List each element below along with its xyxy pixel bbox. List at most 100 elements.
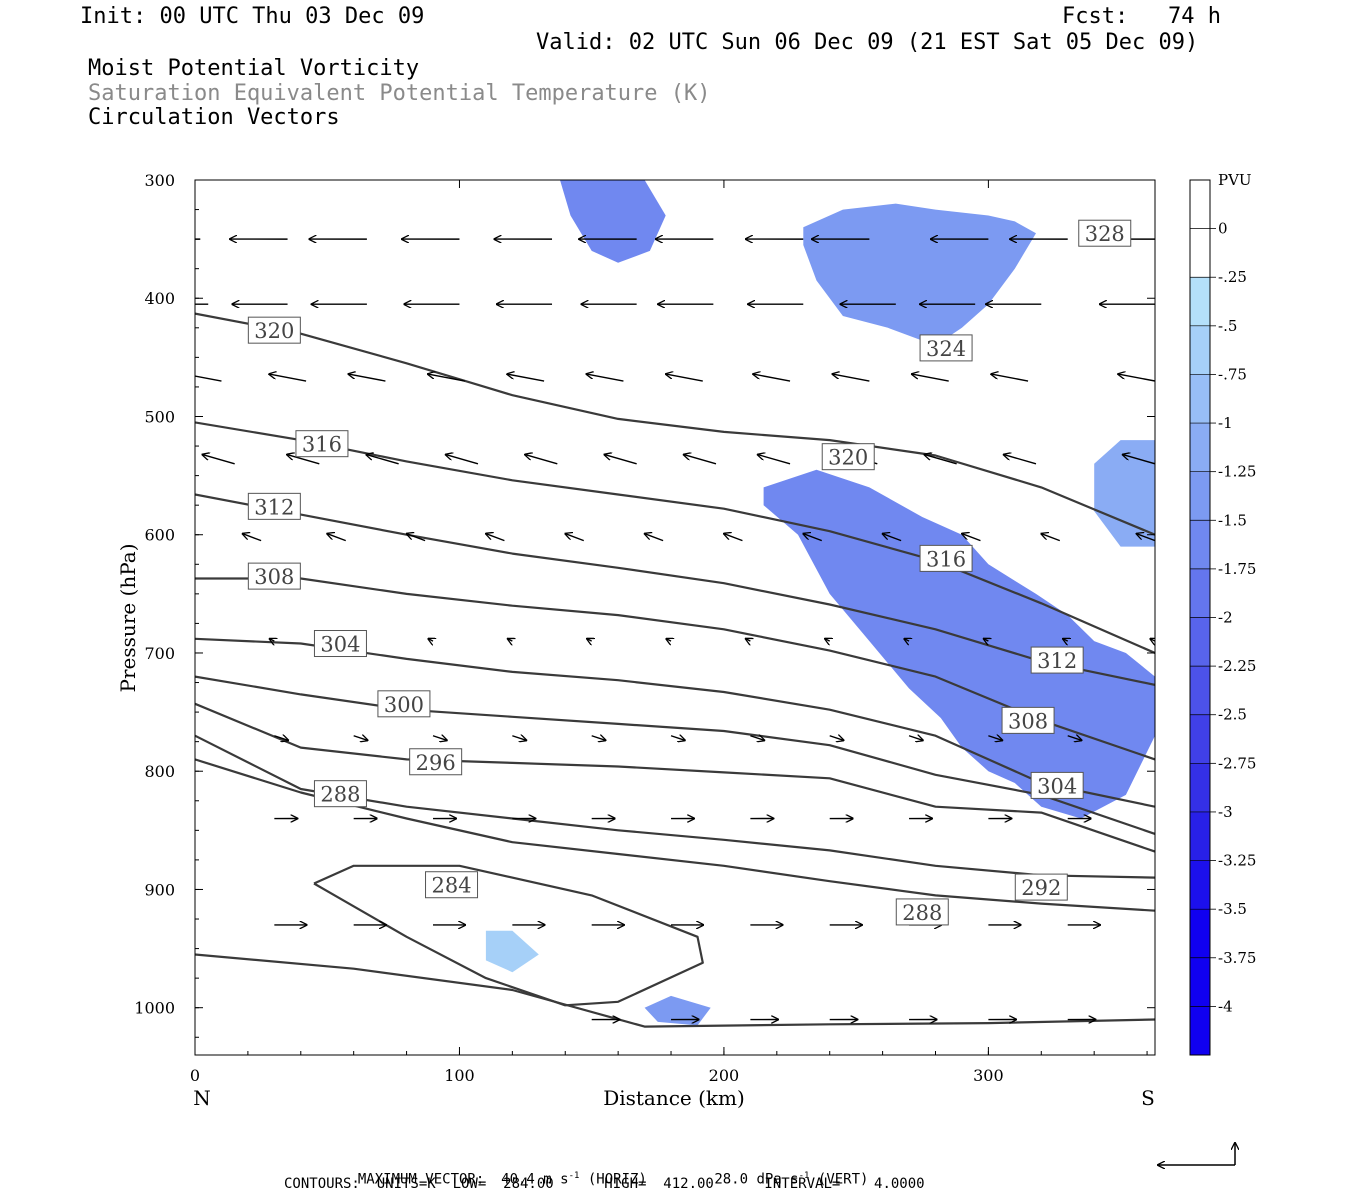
contour-label: 312: [247, 492, 301, 520]
contour-label: 284: [425, 871, 479, 899]
vector-arrow: [803, 534, 823, 542]
contour-label: 288: [313, 780, 367, 808]
contour-label: 328: [1078, 219, 1132, 247]
footer-contours: CONTOURS: UNITS=K LOW= 284.00 HIGH= 412.…: [284, 1176, 925, 1192]
vector-arrow: [908, 736, 923, 741]
contour-label-box: [247, 492, 301, 520]
contour-labels: 328 324 320 320 316 316 312 312 308 308 304 304 300 2…: [247, 219, 1132, 926]
vector-arrow: [746, 639, 751, 641]
contour-label-text: 316: [302, 433, 342, 457]
colorbar-label: -2.75: [1218, 754, 1256, 772]
contour-label: 308: [1001, 706, 1055, 734]
contour-label-text: 312: [254, 495, 294, 519]
y-tick-label: 400: [144, 289, 175, 308]
contour-label-box: [409, 748, 463, 776]
vector-arrow: [883, 534, 902, 542]
vector-arrow: [1137, 534, 1155, 542]
vector-arrow: [991, 374, 1029, 382]
colorbar-swatch: [1190, 666, 1210, 716]
vector-arrow: [587, 639, 592, 641]
colorbar-label: -.75: [1218, 365, 1247, 383]
vector-arrow: [904, 639, 909, 641]
valid-time: Valid: 02 UTC Sun 06 Dec 09 (21 EST Sat …: [536, 30, 1199, 55]
vector-arrow: [925, 455, 957, 465]
contour-label: 292: [1014, 873, 1068, 901]
vector-arrow: [407, 534, 426, 542]
contour-label-box: [1001, 706, 1055, 734]
isentrope-line: [195, 421, 1155, 655]
colorbar-swatch: [1190, 763, 1210, 813]
vert-value-text: 28.0 dPa s: [714, 1171, 799, 1188]
vector-arrow: [1154, 735, 1155, 737]
colorbar-label: -3.25: [1218, 852, 1256, 870]
colorbar-swatch: [1190, 520, 1210, 570]
contour-label-box: [377, 690, 431, 718]
plot-frame: [194, 179, 1156, 1056]
vector-arrow: [508, 639, 513, 641]
vector-arrow: [645, 534, 664, 542]
contour-label-text: 316: [926, 547, 966, 571]
colorbar-label: -1.5: [1218, 511, 1247, 529]
colorbar-swatch: [1190, 811, 1210, 861]
colorbar-swatch: [1190, 277, 1210, 327]
vector-arrow: [684, 455, 717, 465]
x-tick-label: 100: [444, 1066, 475, 1085]
contour-label: 288: [895, 898, 949, 926]
colorbar-label: -2.25: [1218, 657, 1256, 675]
y-tick-label: 1000: [134, 999, 175, 1018]
vector-arrow: [428, 639, 433, 641]
contour-label: 296: [409, 748, 463, 776]
colorbar-label: -.5: [1218, 317, 1237, 335]
vector-arrow: [1004, 455, 1037, 465]
colorbar-label: -2: [1218, 609, 1233, 627]
pv-region: [485, 930, 539, 973]
colorbar-title: PVU: [1218, 171, 1252, 189]
contour-label-text: 288: [320, 783, 360, 807]
y-tick-label: 300: [144, 171, 175, 190]
isentrope-line: [195, 577, 1155, 761]
vector-arrow: [666, 639, 671, 641]
vector-arrow: [203, 455, 235, 465]
vector-arrow: [833, 374, 870, 382]
isentrope-line: [195, 675, 1155, 835]
x-axis-label: Distance (km): [603, 1086, 745, 1110]
contour-label: 312: [1030, 646, 1084, 674]
colorbar-swatch: [1190, 471, 1210, 521]
contour-label: 316: [919, 544, 973, 572]
colorbar-label: -.25: [1218, 268, 1247, 286]
contour-label-box: [247, 316, 301, 344]
pv-region: [644, 995, 711, 1026]
colorbar-swatch: [1190, 1006, 1210, 1056]
contour-label-text: 292: [1021, 876, 1061, 900]
vector-arrow: [912, 374, 949, 382]
circulation-vectors: [195, 239, 1155, 1019]
vector-arrow: [591, 736, 606, 741]
vector-arrow: [1041, 534, 1061, 542]
vector-arrow: [1067, 736, 1082, 741]
contour-label: 324: [919, 334, 973, 362]
y-tick-label: 900: [144, 880, 175, 899]
vector-arrow: [605, 455, 637, 465]
colorbar: PVU 0 -.25 -.5 -.75 -1 -1.25 -1.5 -1.75 -2 -2.25 -2…: [1189, 171, 1256, 1056]
vector-arrow: [269, 374, 307, 382]
vert-exp: -1: [798, 1171, 810, 1181]
vector-arrow: [666, 374, 703, 382]
south-label: S: [1141, 1086, 1155, 1110]
footer-max-vector: MAXIMUM VECTOR: 40.4 m s-1 (HORIZ) 28.0 …: [341, 1158, 869, 1188]
pv-region: [803, 203, 1036, 346]
forecast-hour: Fcst: 74 h: [1062, 4, 1221, 29]
vector-arrow: [512, 736, 526, 741]
vector-arrow: [270, 639, 275, 641]
contour-label-box: [919, 334, 973, 362]
vector-arrow: [750, 736, 764, 741]
y-tick-label: 700: [144, 644, 175, 663]
colorbar-swatch: [1190, 909, 1210, 959]
x-tick-label: 0: [190, 1066, 200, 1085]
contour-label: 300: [377, 690, 431, 718]
contour-label-text: 320: [254, 319, 294, 343]
vector-arrow: [366, 455, 399, 465]
colorbar-swatch: [1190, 325, 1210, 375]
contour-label: 308: [247, 562, 301, 590]
contour-label-box: [1030, 646, 1084, 674]
